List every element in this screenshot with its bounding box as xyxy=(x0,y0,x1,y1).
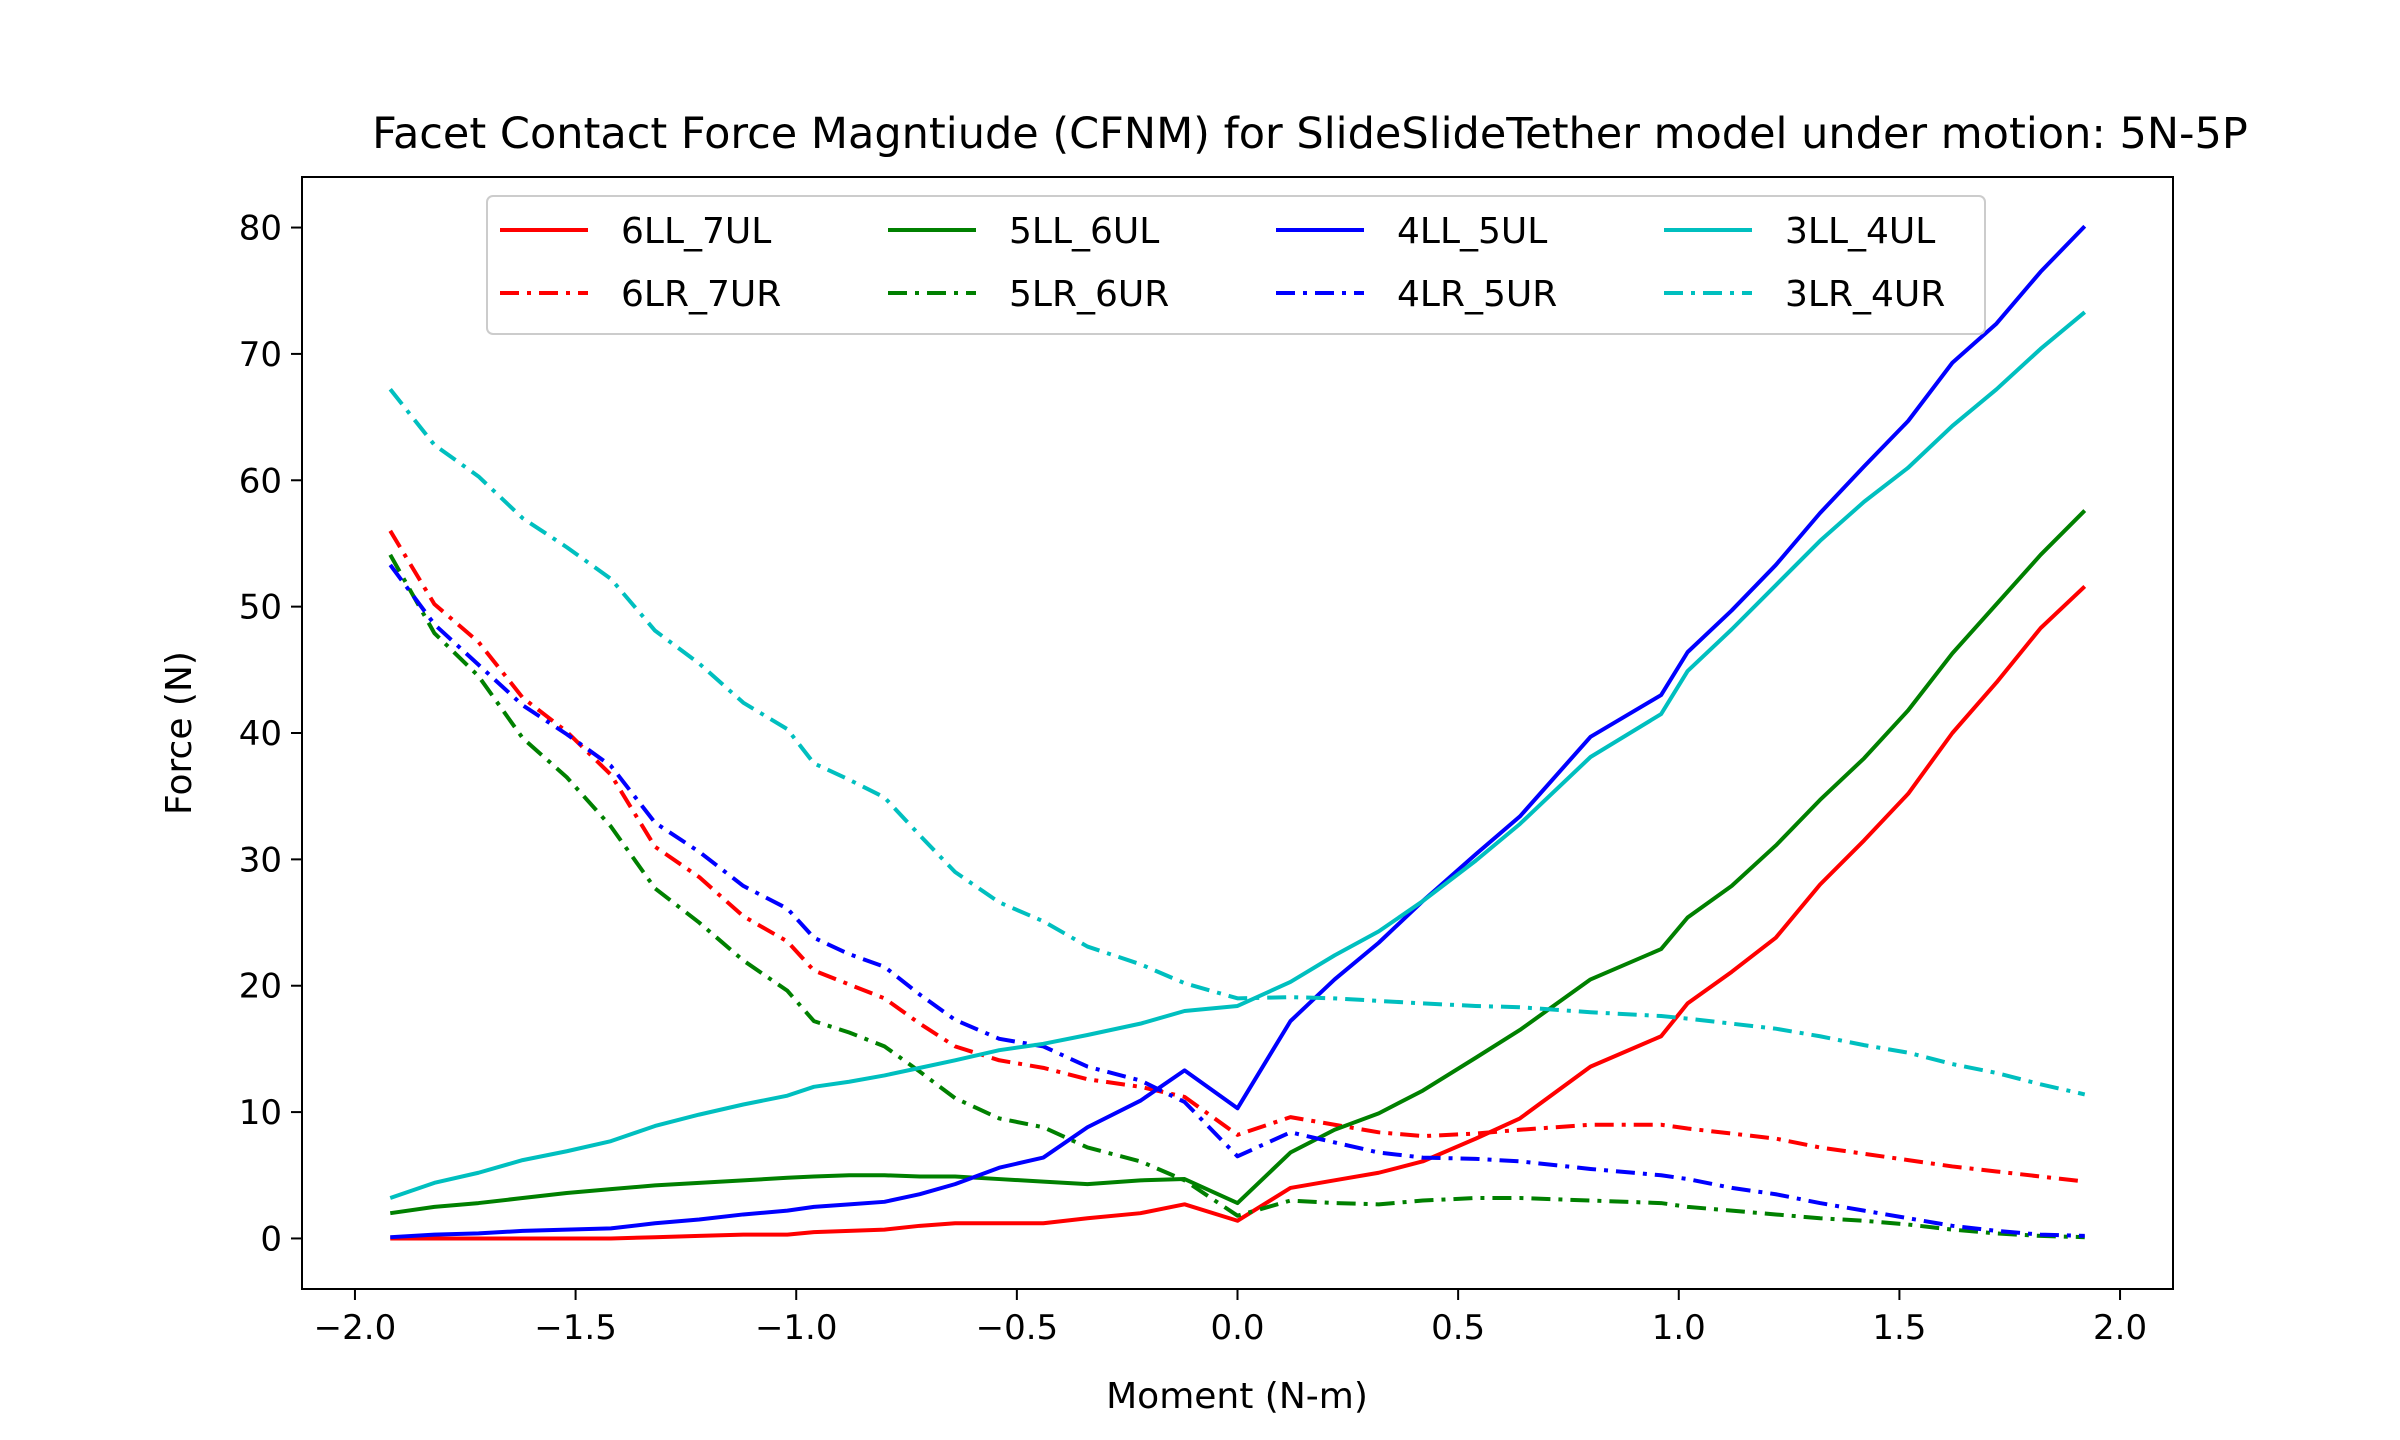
legend-label-4LR_5UR: 4LR_5UR xyxy=(1397,274,1557,315)
series-line-3LR_4UR xyxy=(388,388,2086,1097)
y-tick-label: 0 xyxy=(260,1219,282,1259)
plot-frame xyxy=(301,176,2174,1290)
legend-label-3LL_4UL: 3LL_4UL xyxy=(1785,211,1935,252)
series-line-4LL_5UL xyxy=(390,224,2087,1240)
x-tick-label: 1.5 xyxy=(1872,1308,1926,1348)
x-tick-label: 0.5 xyxy=(1431,1308,1485,1348)
legend-label-4LL_5UL: 4LL_5UL xyxy=(1397,211,1547,252)
legend-box xyxy=(486,195,1986,335)
x-tick-label: −0.5 xyxy=(976,1308,1059,1348)
y-tick-label: 20 xyxy=(239,967,282,1007)
legend-label-6LL_7UL: 6LL_7UL xyxy=(621,211,771,252)
y-tick-label: 80 xyxy=(239,209,282,249)
legend-label-5LL_6UL: 5LL_6UL xyxy=(1009,211,1159,252)
x-tick-label: 2.0 xyxy=(2093,1308,2147,1348)
x-axis-label: Moment (N-m) xyxy=(1106,1376,1368,1417)
x-tick-label: −2.0 xyxy=(314,1308,397,1348)
y-axis: 0 10 20 30 40 50 60 70 80 xyxy=(239,209,302,1259)
y-tick-label: 40 xyxy=(239,714,282,754)
y-tick-label: 50 xyxy=(239,588,282,628)
x-tick-label: 1.0 xyxy=(1652,1308,1706,1348)
y-tick-label: 30 xyxy=(239,840,282,880)
series-layer xyxy=(388,224,2087,1241)
series-line-3LL_4UL xyxy=(389,310,2087,1200)
x-tick-label: −1.0 xyxy=(755,1308,838,1348)
y-tick-label: 70 xyxy=(239,335,282,375)
legend-label-3LR_4UR: 3LR_4UR xyxy=(1785,274,1945,315)
chart-title: Facet Contact Force Magntiude (CFNM) for… xyxy=(372,109,2248,159)
series-line-6LL_7UL xyxy=(390,584,2087,1241)
x-tick-label: −1.5 xyxy=(534,1308,617,1348)
series-line-6LR_7UR xyxy=(388,529,2085,1184)
legend: 6LL_7UL 6LR_7UR 5LL_6UL 5LR_6UR 4LL_5UL 4LR_5… xyxy=(486,195,1986,335)
legend-label-6LR_7UR: 6LR_7UR xyxy=(621,274,781,315)
y-tick-label: 60 xyxy=(239,461,282,501)
legend-label-5LR_6UR: 5LR_6UR xyxy=(1009,274,1169,315)
x-tick-label: 0.0 xyxy=(1210,1308,1264,1348)
x-axis: −2.0 −1.5 −1.0 −0.5 0.0 0.5 1.0 1.5 2.0 xyxy=(314,1289,2147,1348)
y-axis-label: Force (N) xyxy=(159,651,200,815)
series-line-5LR_6UR xyxy=(388,553,2085,1240)
y-tick-label: 10 xyxy=(239,1093,282,1133)
series-line-4LR_5UR xyxy=(388,563,2085,1238)
